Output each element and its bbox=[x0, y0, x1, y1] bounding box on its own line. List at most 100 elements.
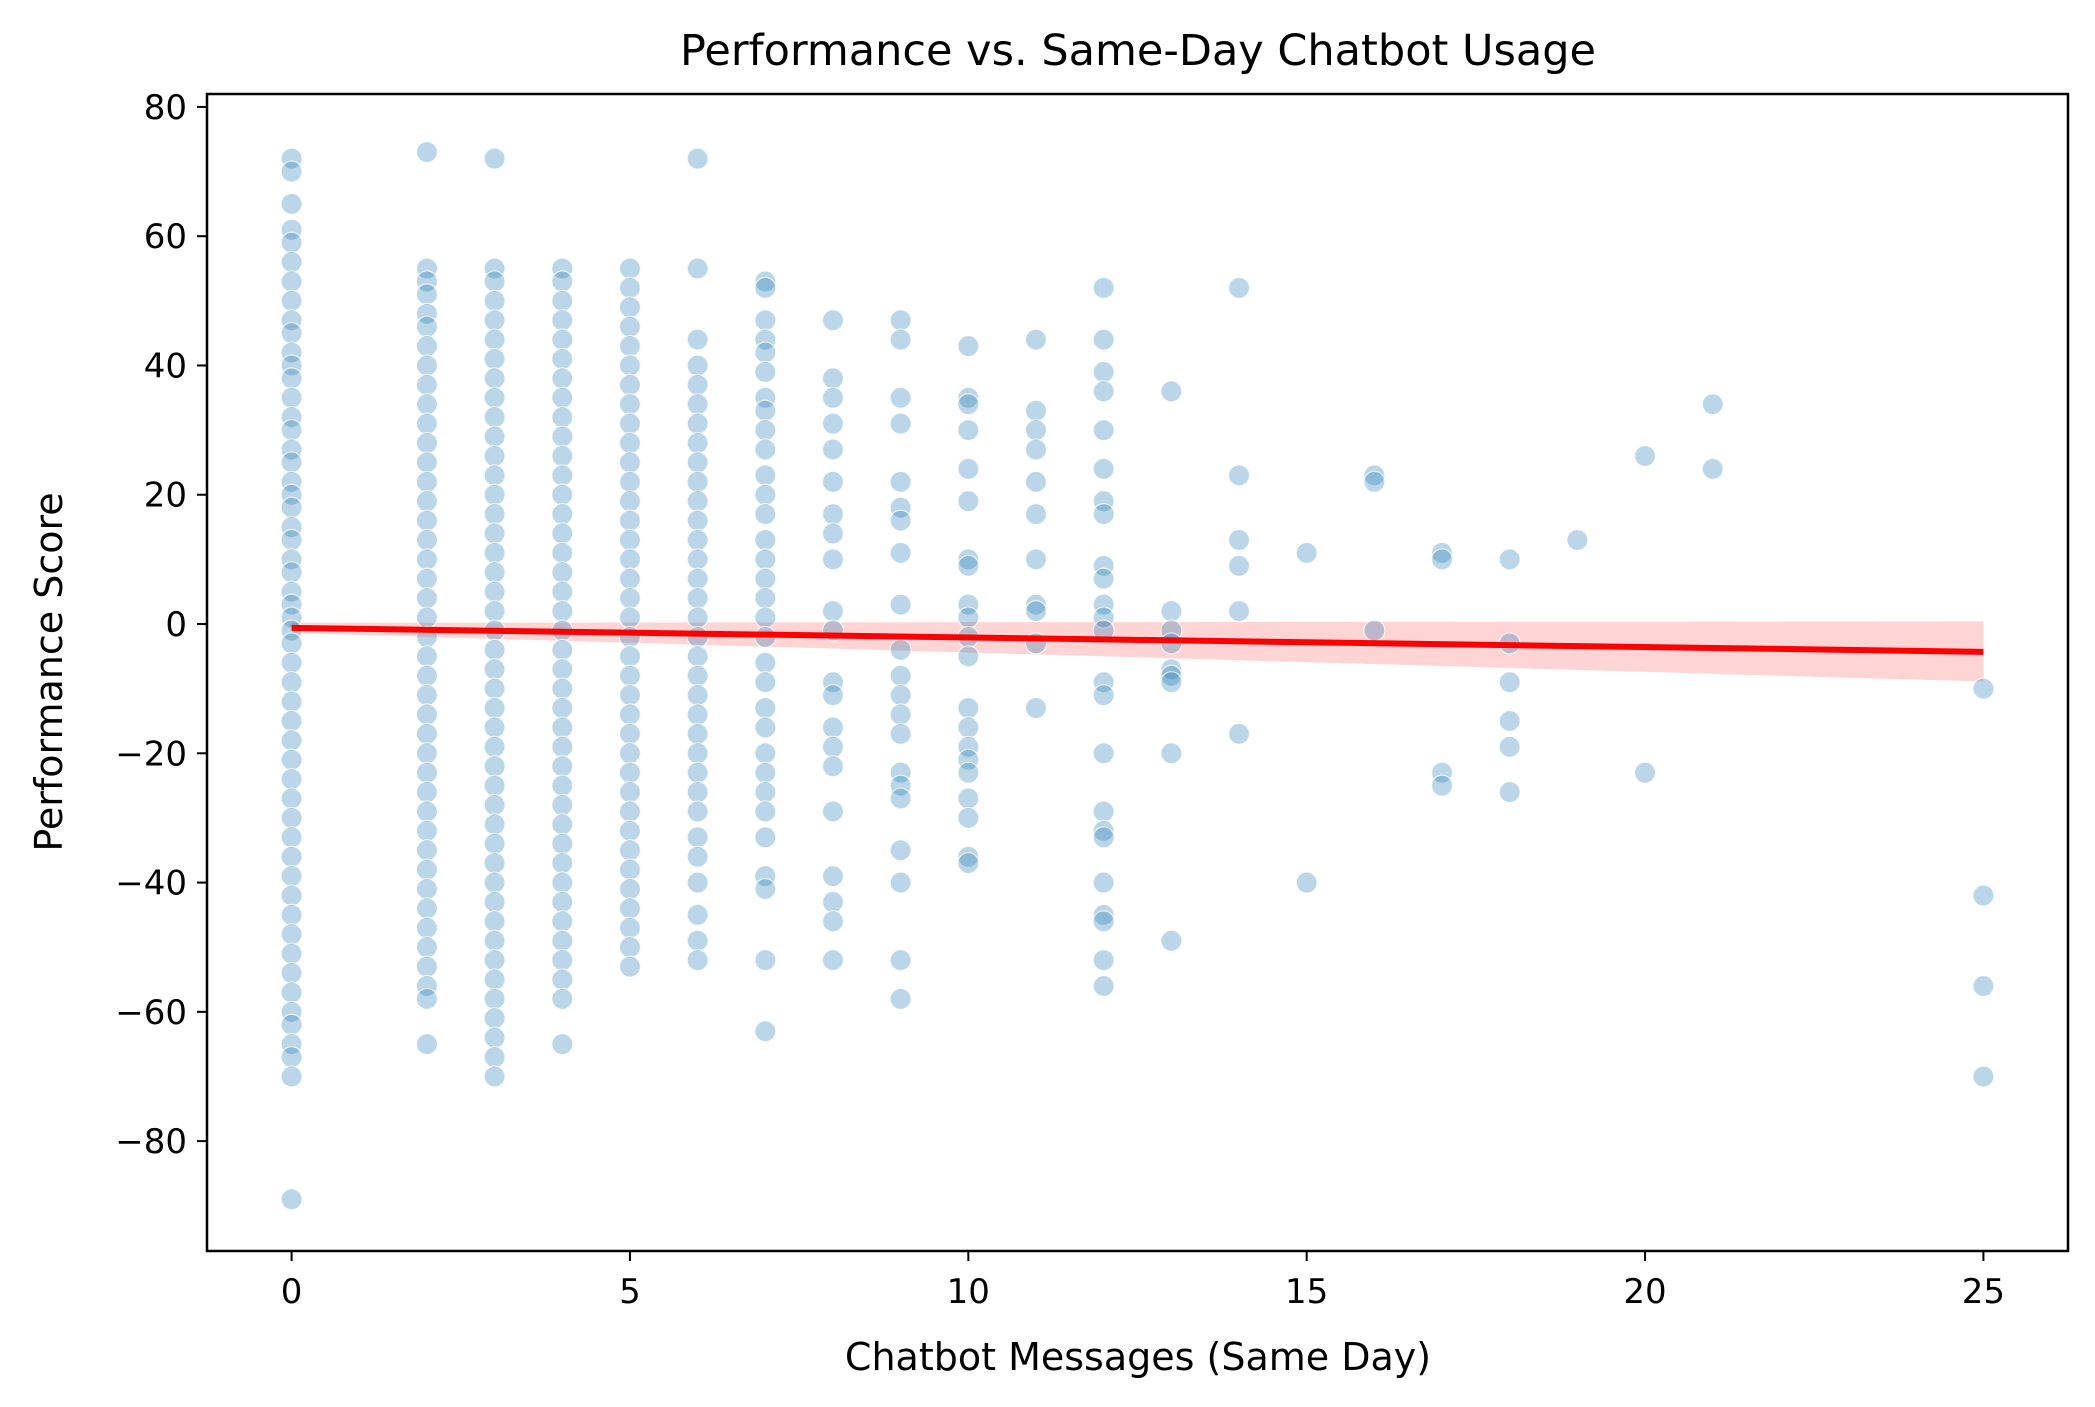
scatter-point bbox=[1972, 884, 1995, 907]
scatter-point bbox=[483, 464, 506, 487]
scatter-point bbox=[280, 845, 303, 868]
scatter-point bbox=[1160, 664, 1183, 687]
scatter-point bbox=[280, 451, 303, 474]
y-tick-label: −20 bbox=[115, 734, 187, 774]
scatter-point bbox=[686, 742, 709, 765]
y-axis-label: Performance Score bbox=[27, 492, 71, 851]
scatter-point bbox=[551, 464, 574, 487]
scatter-point bbox=[1024, 599, 1048, 623]
scatter-point bbox=[1092, 949, 1115, 972]
scatter-point bbox=[280, 1188, 303, 1211]
chart-title: Performance vs. Same-Day Chatbot Usage bbox=[680, 26, 1596, 76]
scatter-point bbox=[618, 548, 642, 571]
scatter-point bbox=[957, 845, 980, 868]
scatter-point bbox=[754, 606, 777, 629]
scatter-point bbox=[1092, 276, 1115, 300]
scatter-point bbox=[280, 528, 303, 552]
scatter-point bbox=[1024, 593, 1048, 616]
scatter-point bbox=[551, 328, 574, 351]
scatter-point bbox=[280, 515, 303, 539]
scatter-point bbox=[1295, 871, 1318, 894]
scatter-point bbox=[280, 218, 303, 241]
scatter-point bbox=[280, 961, 303, 985]
scatter-point bbox=[686, 257, 709, 280]
scatter-point bbox=[483, 270, 506, 293]
scatter-point bbox=[686, 548, 709, 571]
scatter-point bbox=[483, 599, 506, 623]
scatter-point bbox=[483, 347, 506, 371]
scatter-point bbox=[1024, 548, 1048, 571]
scatter-point bbox=[618, 451, 642, 474]
scatter-point bbox=[415, 858, 439, 881]
scatter-point bbox=[1092, 606, 1115, 629]
scatter-point bbox=[889, 509, 912, 532]
scatter-point bbox=[551, 580, 574, 603]
scatter-point bbox=[754, 360, 777, 384]
scatter-point bbox=[1024, 438, 1048, 461]
scatter-point bbox=[821, 716, 845, 739]
scatter-point bbox=[1633, 761, 1657, 784]
scatter-point bbox=[618, 819, 642, 842]
scatter-point bbox=[957, 490, 980, 513]
y-tick-label: 60 bbox=[144, 217, 187, 257]
scatter-point bbox=[551, 677, 574, 700]
scatter-point bbox=[415, 780, 439, 804]
scatter-point bbox=[551, 503, 574, 526]
scatter-point bbox=[957, 716, 980, 739]
scatter-point bbox=[551, 890, 574, 914]
scatter-point bbox=[280, 367, 303, 390]
scatter-point bbox=[1024, 470, 1048, 493]
scatter-point bbox=[415, 819, 439, 842]
x-tick-label: 0 bbox=[281, 1272, 303, 1312]
scatter-point bbox=[1092, 819, 1115, 842]
scatter-point bbox=[280, 580, 303, 603]
scatter-point bbox=[1092, 800, 1115, 823]
scatter-point bbox=[1498, 671, 1521, 694]
scatter-point bbox=[415, 431, 439, 455]
scatter-point bbox=[618, 276, 642, 300]
scatter-point bbox=[618, 800, 642, 823]
scatter-point bbox=[889, 309, 912, 332]
scatter-point bbox=[1024, 503, 1048, 526]
scatter-point bbox=[483, 561, 506, 584]
scatter-point bbox=[551, 716, 574, 739]
scatter-point bbox=[1227, 528, 1251, 552]
scatter-point bbox=[280, 419, 303, 442]
scatter-point bbox=[415, 490, 439, 513]
scatter-point bbox=[1092, 380, 1115, 403]
scatter-point bbox=[821, 548, 845, 571]
x-tick-label: 5 bbox=[619, 1272, 641, 1312]
scatter-point bbox=[618, 490, 642, 513]
scatter-point bbox=[551, 347, 574, 371]
scatter-point bbox=[483, 406, 506, 429]
scatter-point bbox=[280, 1013, 303, 1036]
scatter-point bbox=[686, 625, 709, 649]
regression-line bbox=[291, 624, 1984, 655]
scatter-point bbox=[754, 328, 777, 351]
scatter-point bbox=[957, 787, 980, 810]
scatter-point bbox=[1363, 464, 1386, 487]
scatter-point bbox=[483, 483, 506, 506]
scatter-point bbox=[483, 658, 506, 681]
scatter-point bbox=[821, 684, 845, 707]
scatter-point bbox=[280, 406, 303, 429]
scatter-point bbox=[415, 373, 439, 396]
scatter-point bbox=[889, 839, 912, 862]
scatter-point bbox=[754, 651, 777, 674]
scatter-point bbox=[889, 541, 912, 565]
scatter-point bbox=[618, 877, 642, 901]
scatter-point bbox=[415, 354, 439, 377]
x-tick-label: 20 bbox=[1623, 1272, 1666, 1312]
scatter-point bbox=[483, 503, 506, 526]
scatter-point bbox=[280, 709, 303, 733]
scatter-point bbox=[821, 865, 845, 888]
scatter-point bbox=[754, 671, 777, 694]
scatter-point bbox=[1227, 276, 1251, 300]
scatter-point bbox=[280, 231, 303, 254]
scatter-point bbox=[551, 483, 574, 506]
scatter-point bbox=[1092, 593, 1115, 616]
scatter-point bbox=[280, 748, 303, 771]
plot-area bbox=[280, 141, 1995, 1211]
scatter-point bbox=[1092, 503, 1115, 526]
scatter-point bbox=[618, 761, 642, 784]
